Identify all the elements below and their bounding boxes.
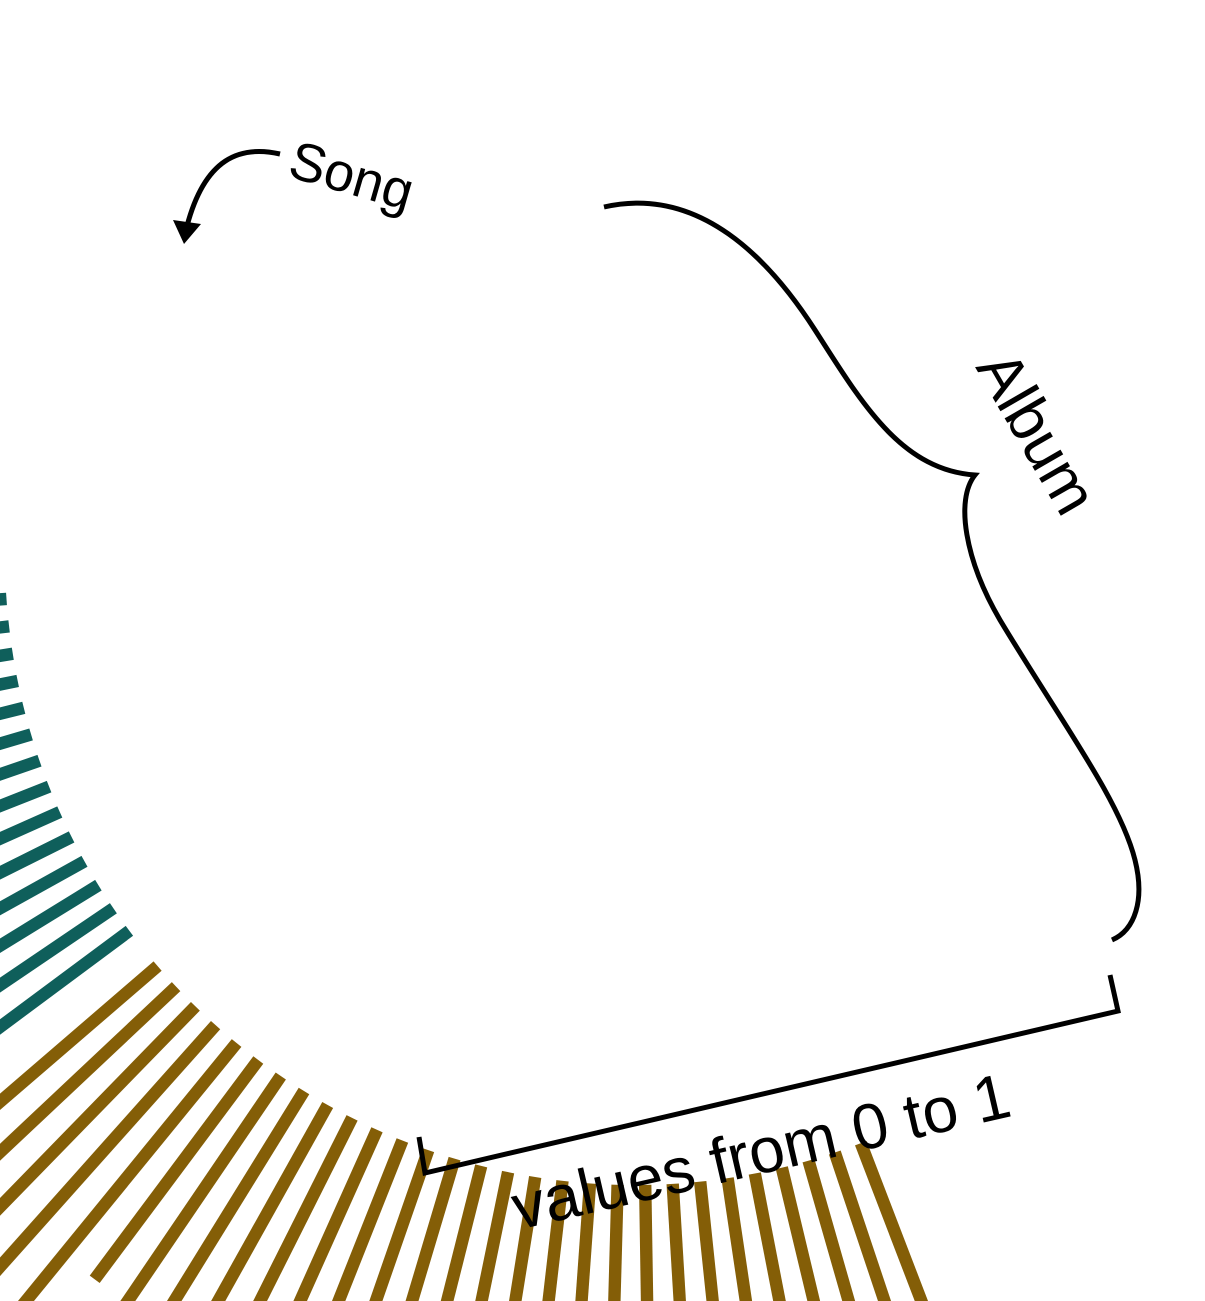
bars-group [0,592,929,1301]
song-bar-2-8 [166,1087,310,1301]
song-bar-2-27 [802,1158,856,1301]
song-bar-1-11 [0,855,88,916]
song-bar-2-14 [405,1156,461,1301]
song-bar-1-12 [0,879,102,954]
song-bar-2-1 [0,961,162,1111]
song-bar-1-10 [0,831,75,880]
song-bar-2-21 [639,1184,654,1301]
song-bar-1-7 [0,754,42,781]
song-bar-2-6 [89,1056,264,1284]
song-bar-2-13 [369,1148,435,1301]
song-bar-2-11 [293,1127,383,1301]
song-bar-2-2 [0,982,181,1161]
song-bar-2-16 [475,1170,515,1301]
song-bar-2-22 [666,1183,686,1301]
song-bar-2-24 [721,1177,753,1301]
album-label: Album [963,340,1111,527]
song-label: Song [283,130,421,222]
song-bar-2-18 [542,1180,569,1301]
song-bar-2-4 [0,1020,221,1277]
song-bar-2-10 [253,1115,358,1301]
song-bar-2-28 [828,1150,892,1301]
song-bar-2-15 [440,1164,488,1301]
song-bar-2-29 [855,1140,929,1301]
song-bar-2-23 [694,1180,719,1301]
song-bar-2-25 [748,1172,786,1301]
song-bar-2-17 [509,1176,542,1301]
song-bar-2-7 [120,1072,286,1301]
album-brace [603,200,1142,943]
song-bar-2-3 [0,1001,200,1216]
song-bar-1-13 [0,903,117,993]
scale-bracket [416,974,1121,1177]
song-bar-2-12 [331,1138,409,1301]
song-bar-2-19 [575,1182,597,1301]
song-bar-2-5 [17,1039,242,1301]
song-arrow [184,149,281,227]
song-bar-1-4 [0,674,19,691]
song-bar-2-26 [775,1166,821,1301]
song-bar-1-2 [0,620,10,634]
song-bar-2-20 [608,1184,624,1301]
song-arrowhead-icon [173,220,201,244]
song-bar-1-14 [0,925,134,1035]
song-bar-2-9 [211,1101,334,1301]
